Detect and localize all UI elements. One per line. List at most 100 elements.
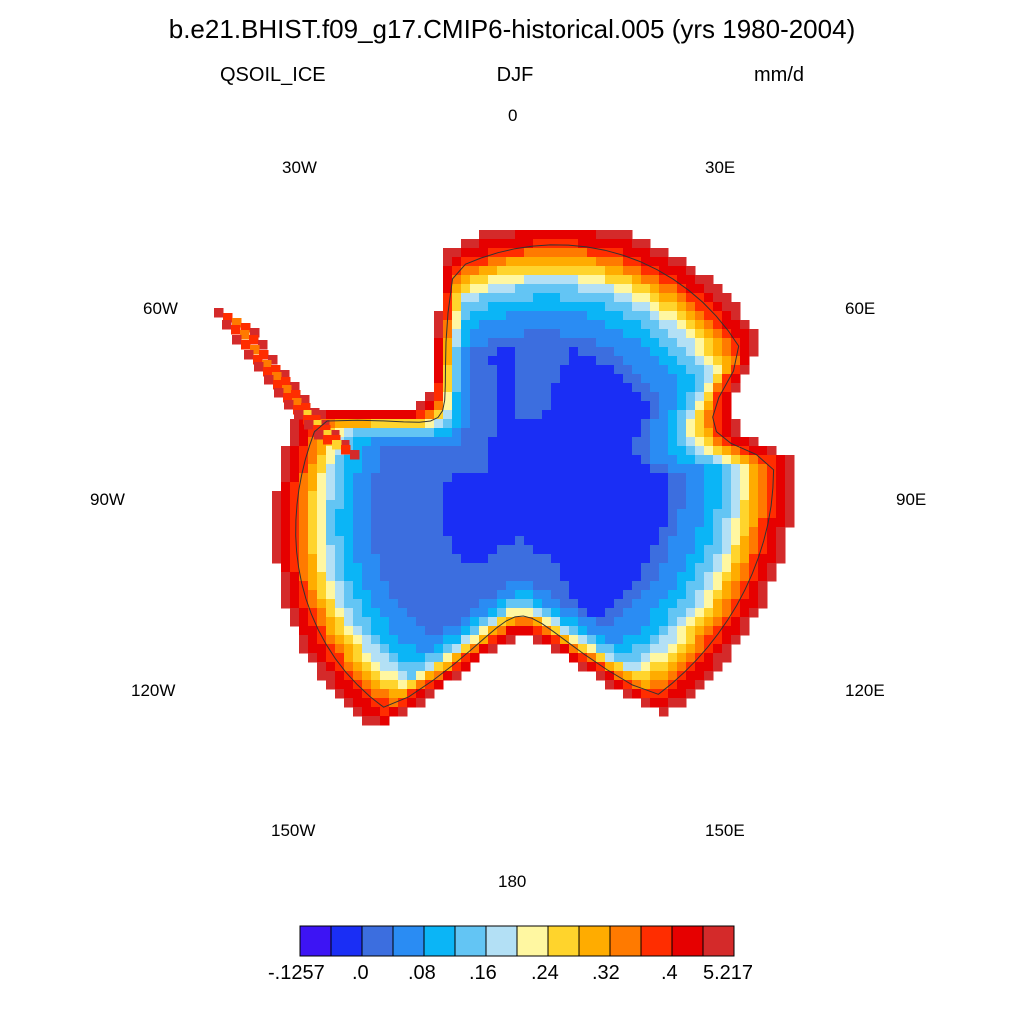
- map-cell: [223, 313, 233, 323]
- map-cell: [542, 482, 552, 492]
- map-cell: [434, 653, 444, 663]
- map-cell: [344, 698, 354, 708]
- map-cell: [425, 509, 435, 519]
- map-cell: [749, 590, 759, 600]
- map-cell: [299, 545, 309, 555]
- map-cell: [290, 419, 300, 429]
- map-cell: [605, 374, 615, 384]
- map-cell: [222, 320, 232, 330]
- map-cell: [524, 500, 534, 510]
- map-cell: [722, 590, 732, 600]
- map-cell: [290, 473, 300, 483]
- map-cell: [425, 545, 435, 555]
- map-cell: [596, 536, 606, 546]
- map-cell: [596, 455, 606, 465]
- map-cell: [533, 266, 543, 276]
- map-cell: [398, 446, 408, 456]
- map-cell: [416, 437, 426, 447]
- map-cell: [569, 653, 579, 663]
- map-cell: [695, 329, 705, 339]
- map-cell: [479, 266, 489, 276]
- map-cell: [632, 572, 642, 582]
- map-cell: [308, 428, 318, 438]
- map-cell: [470, 608, 480, 618]
- map-cell: [362, 536, 372, 546]
- map-cell: [515, 464, 525, 474]
- map-cell: [299, 518, 309, 528]
- map-cell: [587, 590, 597, 600]
- map-cell: [731, 347, 741, 357]
- map-cell: [506, 365, 516, 375]
- map-cell: [416, 653, 426, 663]
- map-cell: [281, 590, 291, 600]
- map-cell: [479, 419, 489, 429]
- map-cell: [587, 500, 597, 510]
- map-cell: [470, 482, 480, 492]
- map-cell: [317, 626, 327, 636]
- map-cell: [389, 545, 399, 555]
- map-cell: [596, 266, 606, 276]
- map-cell: [452, 644, 462, 654]
- map-cell: [740, 455, 750, 465]
- map-cell: [452, 383, 462, 393]
- map-cell: [641, 320, 651, 330]
- map-cell: [713, 302, 723, 312]
- map-cell: [614, 383, 624, 393]
- map-cell: [632, 617, 642, 627]
- map-cell: [353, 671, 363, 681]
- map-cell: [560, 248, 570, 258]
- map-cell: [398, 617, 408, 627]
- map-cell: [542, 536, 552, 546]
- map-cell: [560, 599, 570, 609]
- map-cell: [344, 635, 354, 645]
- map-cell: [353, 698, 363, 708]
- map-cell: [542, 626, 552, 636]
- map-cell: [650, 653, 660, 663]
- map-cell: [407, 545, 417, 555]
- map-cell: [659, 266, 669, 276]
- map-cell: [389, 518, 399, 528]
- map-cell: [407, 653, 417, 663]
- map-cell: [560, 257, 570, 267]
- map-cell: [686, 653, 696, 663]
- map-cell: [344, 536, 354, 546]
- map-cell: [281, 455, 291, 465]
- map-cell: [695, 383, 705, 393]
- map-cell: [650, 662, 660, 672]
- map-cell: [524, 617, 534, 627]
- map-cell: [740, 446, 750, 456]
- map-cell: [596, 374, 606, 384]
- map-cell: [542, 347, 552, 357]
- map-cell: [425, 680, 435, 690]
- map-cell: [731, 482, 741, 492]
- map-cell: [380, 563, 390, 573]
- map-cell: [542, 302, 552, 312]
- map-cell: [362, 509, 372, 519]
- map-cell: [614, 284, 624, 294]
- map-cell: [713, 545, 723, 555]
- map-cell: [461, 302, 471, 312]
- map-cell: [488, 410, 498, 420]
- map-cell: [515, 419, 525, 429]
- map-cell: [578, 473, 588, 483]
- map-cell: [434, 482, 444, 492]
- map-cell: [452, 527, 462, 537]
- map-cell: [560, 383, 570, 393]
- map-cell: [434, 410, 444, 420]
- map-cell: [587, 401, 597, 411]
- map-cell: [623, 356, 633, 366]
- map-cell: [452, 590, 462, 600]
- map-cell: [614, 293, 624, 303]
- map-cell: [470, 581, 480, 591]
- map-cell: [659, 698, 669, 708]
- map-cell: [479, 437, 489, 447]
- map-cell: [650, 689, 660, 699]
- map-cell: [623, 482, 633, 492]
- lon-label-120w: 120W: [131, 681, 176, 700]
- map-cell: [272, 536, 282, 546]
- map-cell: [758, 554, 768, 564]
- map-cell: [240, 330, 250, 340]
- map-cell: [785, 464, 795, 474]
- map-cell: [587, 392, 597, 402]
- map-cell: [776, 518, 786, 528]
